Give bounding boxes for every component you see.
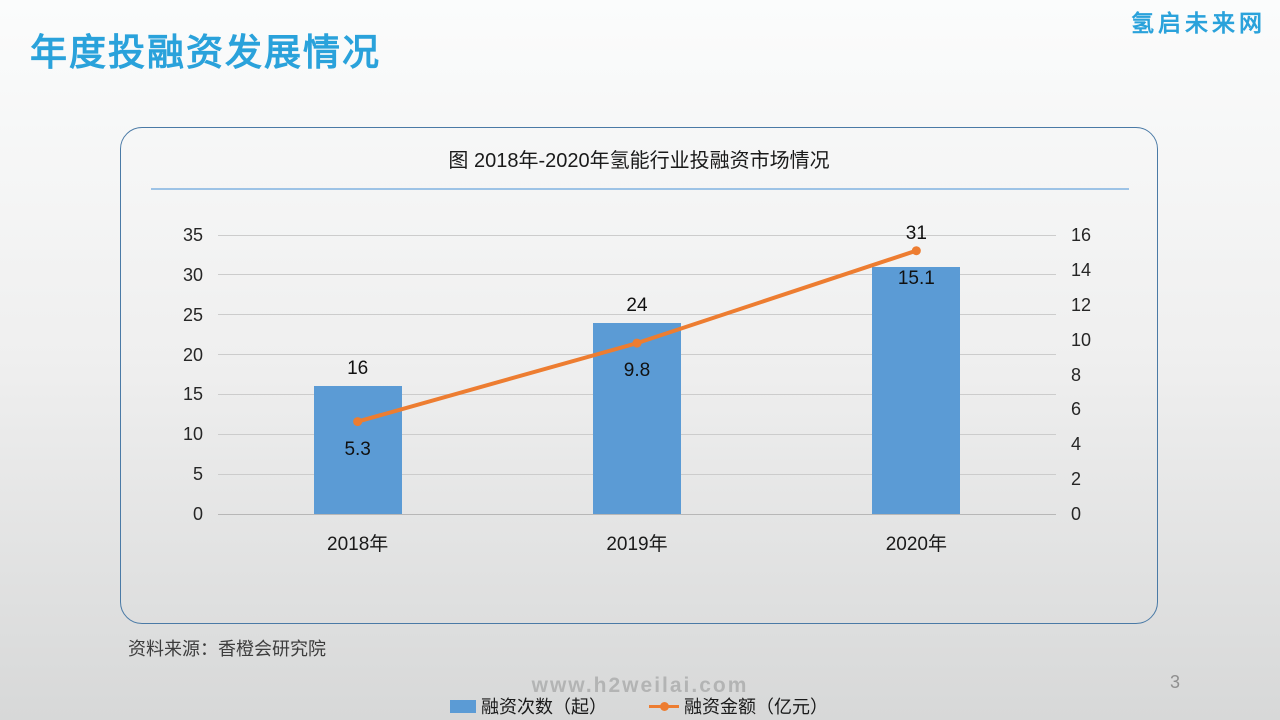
line-data-point [353,417,363,427]
legend-item-line-series: 融资金额（亿元） [649,693,828,719]
line-value-label: 15.1 [897,267,935,289]
chart-card: 图 2018年-2020年氢能行业投融资市场情况 16 24 31 5.3 9.8 15.… [120,127,1158,717]
grid-line [218,234,1056,236]
line-value-label: 5.3 [344,438,371,460]
x-axis-category-label: 2019年 [606,534,668,555]
left-axis-tick-label: 30 [182,264,203,285]
right-axis-tick-label: 10 [1071,329,1092,350]
left-axis-tick-label: 20 [182,344,203,365]
left-axis-tick-label: 15 [182,384,203,405]
legend-label-line-series: 融资金额（亿元） [684,697,828,717]
line-data-point [911,246,921,256]
legend-item-bar-series: 融资次数（起） [450,693,607,719]
line-series-path [357,248,917,424]
site-logo: 氢启未来网 [1131,10,1266,36]
left-axis-tick-label: 0 [192,504,203,524]
chart-legend: 融资次数（起） 融资金额（亿元） [121,693,1157,719]
right-axis-tick-label: 0 [1071,504,1082,524]
left-axis-tick-label: 5 [192,464,203,485]
right-axis-tick-label: 2 [1071,469,1082,490]
bar [593,322,681,514]
line-series-marker-icon [649,700,679,713]
right-axis-tick-label: 8 [1071,364,1082,385]
grid-line [218,274,1056,276]
footer-url: www.h2weilai.com [531,674,749,697]
right-axis-tick-label: 12 [1071,294,1092,315]
right-axis-tick-label: 6 [1071,399,1082,420]
bar [872,266,961,514]
grid-line [218,314,1056,316]
left-axis-tick-label: 10 [182,424,203,445]
right-axis-tick-label: 16 [1071,225,1092,245]
legend-label-bar-series: 融资次数（起） [481,697,607,717]
left-axis-tick-label: 25 [182,304,203,325]
x-axis-line [218,513,1056,515]
line-value-label: 9.8 [623,360,651,382]
chart-title: 图 2018年-2020年氢能行业投融资市场情况 [448,150,830,172]
bar-series-swatch-icon [450,699,476,713]
bar [313,386,402,514]
x-axis-category-label: 2020年 [885,534,947,555]
chart-plot-area: 16 24 31 5.3 9.8 15.1 [218,223,1056,515]
right-axis-tick-label: 14 [1071,259,1092,280]
bar-value-label: 24 [626,294,648,316]
line-series [353,246,921,427]
x-axis-category-label: 2018年 [327,534,389,555]
page-number: 3 [1169,672,1180,692]
page-title: 年度投融资发展情况 [30,32,381,73]
bar-value-label: 31 [905,222,927,244]
right-axis-tick-label: 4 [1071,434,1082,455]
source-note: 资料来源：香橙会研究院 [128,639,326,659]
left-axis-tick-label: 35 [182,225,203,245]
bar-value-label: 16 [347,358,369,380]
line-data-point [632,338,642,348]
chart-title-divider [151,188,1129,190]
